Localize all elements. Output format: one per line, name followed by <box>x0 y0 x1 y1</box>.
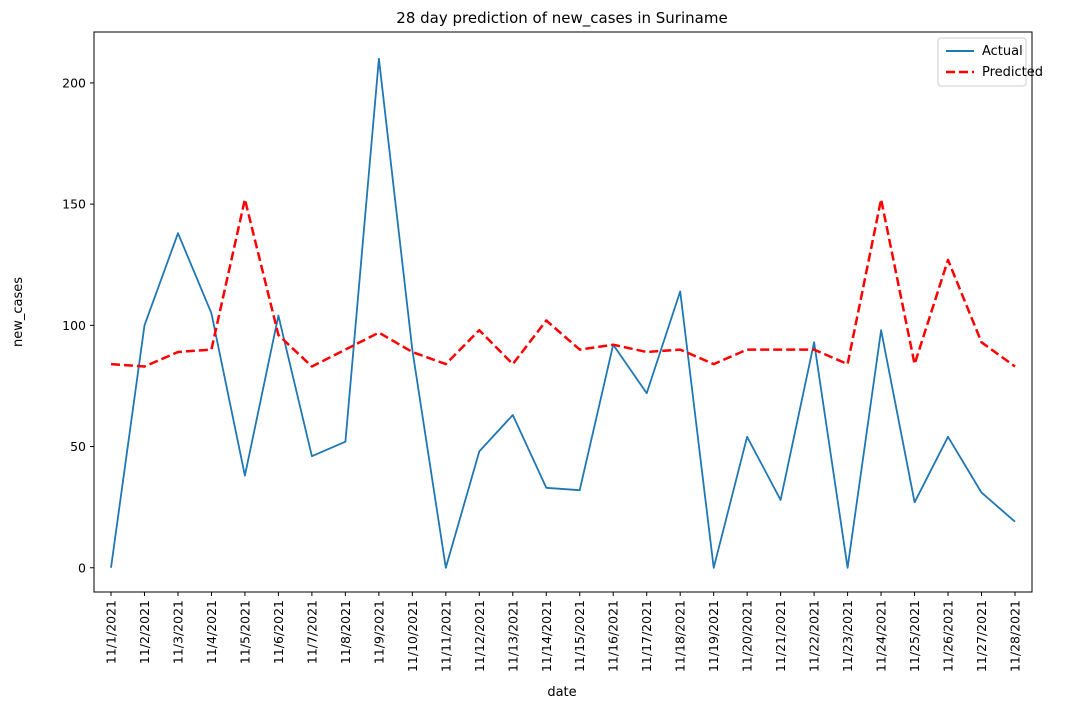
x-tick-label: 11/26/2021 <box>941 600 956 672</box>
x-tick-label: 11/25/2021 <box>907 600 922 672</box>
legend-label-actual: Actual <box>982 44 1023 59</box>
x-tick-label: 11/5/2021 <box>237 600 252 664</box>
x-tick-label: 11/20/2021 <box>740 600 755 672</box>
legend-label-predicted: Predicted <box>982 65 1043 80</box>
series-line-predicted <box>110 198 1016 368</box>
chart-title: 28 day prediction of new_cases in Surina… <box>396 9 727 28</box>
x-axis: 11/1/2021 11/2/2021 11/3/2021 11/4/2021 11/5… <box>104 592 1023 672</box>
x-tick-label: 11/10/2021 <box>405 600 420 672</box>
x-tick-label: 11/3/2021 <box>170 600 185 664</box>
x-tick-label: 11/13/2021 <box>505 600 520 672</box>
y-axis-label: new_cases <box>11 277 26 347</box>
x-tick-label: 11/16/2021 <box>606 600 621 672</box>
y-tick-label: 0 <box>78 560 86 575</box>
x-tick-label: 11/12/2021 <box>472 600 487 672</box>
x-tick-label: 11/11/2021 <box>438 600 453 672</box>
x-tick-label: 11/8/2021 <box>338 600 353 664</box>
x-axis-label: date <box>547 685 576 700</box>
x-tick-label: 11/27/2021 <box>974 600 989 672</box>
x-tick-label: 11/19/2021 <box>706 600 721 672</box>
x-tick-label: 11/4/2021 <box>204 600 219 664</box>
x-tick-label: 11/1/2021 <box>104 600 119 664</box>
y-axis: 0 50 100 150 200 <box>62 75 94 575</box>
plot-area <box>93 31 1033 593</box>
x-tick-label: 11/9/2021 <box>371 600 386 664</box>
y-tick-label: 200 <box>62 75 86 90</box>
x-tick-label: 11/15/2021 <box>572 600 587 672</box>
series-layer <box>110 57 1016 569</box>
legend: Actual Predicted <box>937 37 1043 87</box>
x-tick-label: 11/23/2021 <box>840 600 855 672</box>
x-tick-label: 11/17/2021 <box>639 600 654 672</box>
x-tick-label: 11/14/2021 <box>539 600 554 672</box>
x-tick-label: 11/2/2021 <box>137 600 152 664</box>
x-tick-label: 11/24/2021 <box>874 600 889 672</box>
series-line-actual <box>110 57 1016 569</box>
x-tick-label: 11/7/2021 <box>304 600 319 664</box>
x-tick-label: 11/18/2021 <box>673 600 688 672</box>
x-tick-label: 11/6/2021 <box>271 600 286 664</box>
y-tick-label: 150 <box>62 197 86 212</box>
x-tick-label: 11/21/2021 <box>773 600 788 672</box>
y-tick-label: 100 <box>62 318 86 333</box>
x-tick-label: 11/28/2021 <box>1008 600 1023 672</box>
x-tick-label: 11/22/2021 <box>807 600 822 672</box>
y-tick-label: 50 <box>70 439 86 454</box>
